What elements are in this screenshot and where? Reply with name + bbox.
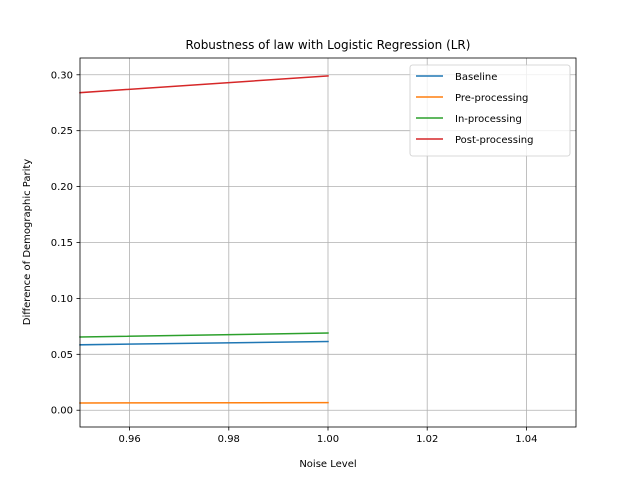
y-tick-label: 0.00 [51, 406, 73, 417]
legend: Baseline Pre-processing In-processing Post-… [409, 64, 571, 157]
y-tick-label: 0.30 [51, 70, 73, 81]
y-tick-label: 0.05 [51, 350, 73, 361]
legend-box [409, 64, 571, 157]
y-tick-label: 0.20 [51, 182, 73, 193]
x-tick-label: 0.96 [118, 434, 140, 445]
y-tick-label: 0.25 [51, 126, 73, 137]
series-line-baseline [79, 340, 329, 346]
y-tick-label: 0.10 [51, 294, 73, 305]
legend-label: In-processing [455, 114, 522, 125]
legend-label: Baseline [455, 72, 497, 83]
chart-title: Robustness of law with Logistic Regressi… [186, 38, 471, 52]
x-tick-label: 1.00 [317, 434, 339, 445]
x-tick-label: 1.02 [416, 434, 438, 445]
x-axis-label: Noise Level [299, 459, 356, 470]
series-lines [79, 75, 329, 404]
y-ticks: 0.00 0.05 0.10 0.15 0.20 0.25 0.30 [51, 70, 80, 417]
legend-label: Post-processing [455, 135, 533, 146]
x-tick-label: 0.98 [218, 434, 240, 445]
x-tick-label: 1.04 [515, 434, 537, 445]
x-ticks: 0.96 0.98 1.00 1.02 1.04 [118, 427, 538, 445]
legend-label: Pre-processing [455, 93, 528, 104]
series-line-in-processing [79, 332, 329, 338]
y-tick-label: 0.15 [51, 238, 73, 249]
series-line-post-processing [79, 75, 329, 94]
y-axis-label: Difference of Demographic Parity [22, 159, 33, 326]
